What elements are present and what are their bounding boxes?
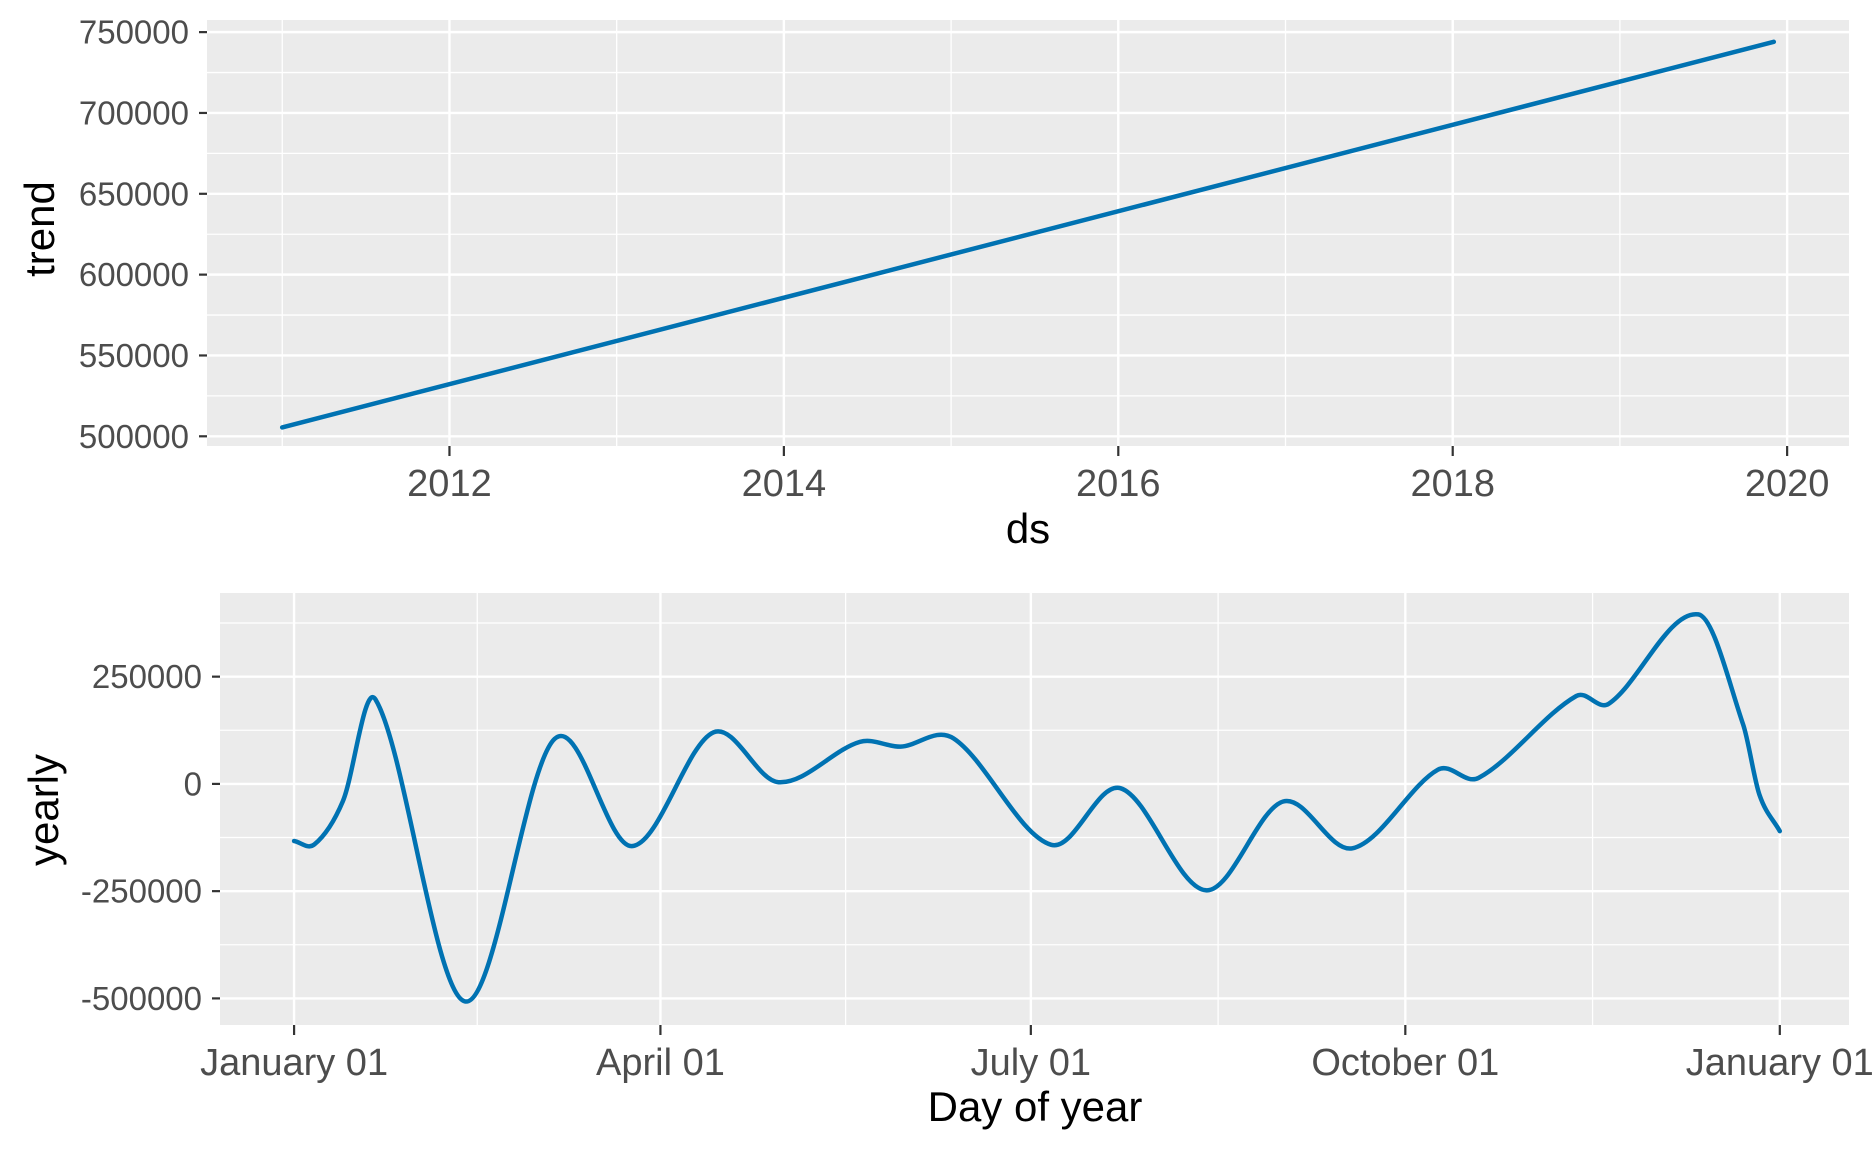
x-tick-label: October 01 [1311, 1042, 1499, 1084]
plot-panel [220, 593, 1849, 1025]
x-tick-label: 2014 [742, 463, 827, 505]
x-tick-label: 2018 [1410, 463, 1495, 505]
y-axis-title-trend: trend [16, 181, 63, 277]
minor-gridlines [220, 593, 1849, 1025]
y-axis-title-yearly: yearly [20, 753, 67, 867]
y-tick-label: 0 [184, 765, 202, 802]
tick-marks [212, 675, 1781, 1035]
x-tick-label: January 01 [200, 1042, 388, 1084]
major-gridlines [220, 593, 1849, 1025]
y-tick-label: -250000 [81, 873, 202, 910]
tick-marks [199, 31, 1789, 456]
y-tick-label: 500000 [79, 418, 189, 455]
x-tick-label: April 01 [596, 1042, 725, 1084]
minor-gridlines [207, 20, 1849, 446]
x-tick-label: January 01 [1686, 1042, 1872, 1084]
x-tick-label: 2016 [1076, 463, 1161, 505]
y-tick-label: 600000 [79, 256, 189, 293]
y-tick-label: 700000 [79, 94, 189, 131]
tick-labels: 750000 700000 650000 600000 550000 500000 2012… [79, 14, 1830, 505]
x-tick-label: July 01 [971, 1042, 1091, 1084]
x-axis-title-ds: ds [1005, 505, 1051, 552]
yearly-line [291, 612, 1783, 1004]
y-tick-label: -500000 [81, 980, 202, 1017]
x-tick-label: 2020 [1745, 463, 1830, 505]
trend-line [279, 39, 1777, 430]
x-axis-title-day-of-year: Day of year [927, 1083, 1143, 1130]
yearly-chart: 250000 0 -250000 -500000 January 01 April 01 J… [81, 593, 1872, 1084]
y-tick-label: 550000 [79, 337, 189, 374]
x-tick-label: 2012 [407, 463, 492, 505]
y-tick-label: 250000 [92, 658, 202, 695]
tick-labels: 250000 0 -250000 -500000 January 01 April 01 J… [81, 658, 1872, 1084]
y-tick-label: 750000 [79, 14, 189, 51]
y-tick-label: 650000 [79, 175, 189, 212]
major-gridlines [207, 20, 1849, 446]
trend-chart: 750000 700000 650000 600000 550000 500000 2012… [79, 14, 1849, 505]
